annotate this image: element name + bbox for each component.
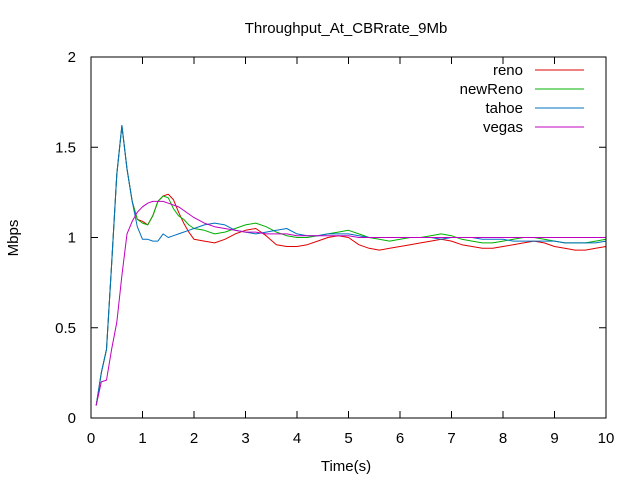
- x-axis-label: Time(s): [321, 458, 371, 475]
- y-tick-label: 1: [68, 230, 76, 247]
- x-tick-label: 1: [138, 430, 146, 447]
- y-tick-label: 1.5: [55, 139, 76, 156]
- series-lines: [95, 125, 607, 406]
- x-tick-label: 8: [499, 430, 507, 447]
- chart-title: Throughput_At_CBRrate_9Mb: [245, 20, 448, 37]
- x-tick-label: 3: [241, 430, 249, 447]
- series-line-tahoe: [95, 125, 607, 406]
- y-tick-label: 0.5: [55, 320, 76, 337]
- x-tick-label: 9: [550, 430, 558, 447]
- x-tick-label: 10: [598, 430, 615, 447]
- series-line-reno: [95, 125, 607, 406]
- legend-label-tahoe: tahoe: [485, 100, 523, 117]
- axis-ticks: 0 1 2 3 4 5 6 7 8 9 10 0 0.5 1 1.5 2: [55, 49, 614, 447]
- y-tick-label: 0: [68, 410, 76, 427]
- x-tick-label: 2: [190, 430, 198, 447]
- x-tick-label: 5: [344, 430, 352, 447]
- series-line-vegas: [95, 200, 606, 406]
- x-tick-label: 0: [87, 430, 95, 447]
- x-tick-label: 6: [396, 430, 404, 447]
- y-tick-label: 2: [68, 49, 76, 66]
- legend-label-vegas: vegas: [483, 119, 523, 136]
- legend-label-reno: reno: [493, 62, 523, 79]
- y-axis-label: Mbps: [5, 220, 22, 257]
- series-line-newReno: [95, 125, 607, 406]
- x-tick-label: 4: [293, 430, 301, 447]
- legend: reno newReno tahoe vegas: [460, 62, 584, 136]
- legend-label-newReno: newReno: [460, 81, 523, 98]
- x-tick-label: 7: [447, 430, 455, 447]
- plot-frame: [90, 56, 607, 419]
